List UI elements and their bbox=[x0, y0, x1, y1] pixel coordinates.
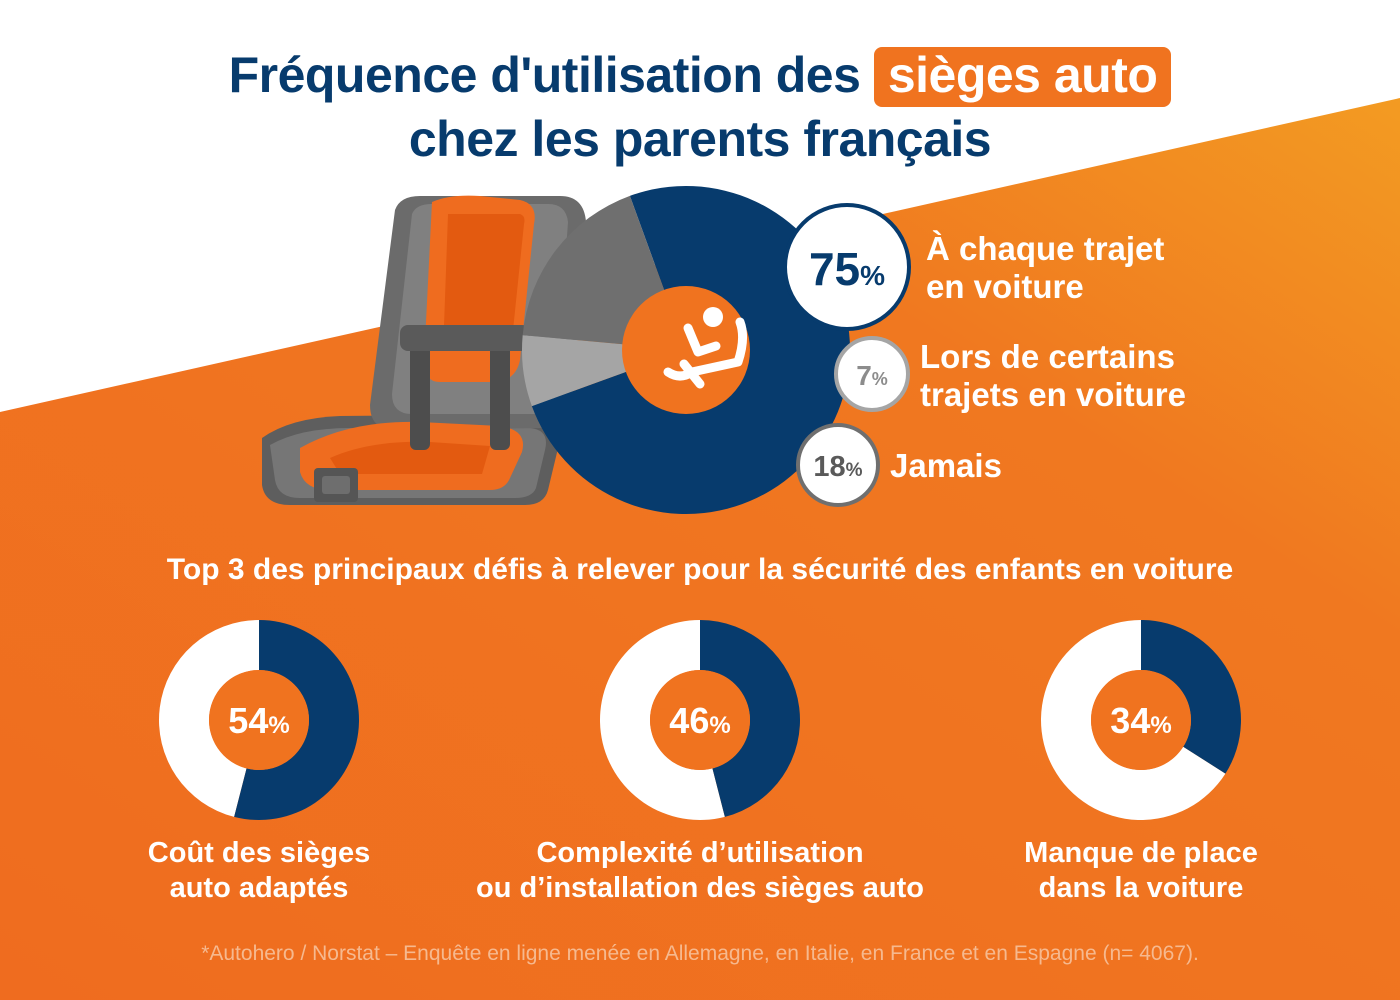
challenge-center-0: 54% bbox=[209, 670, 309, 770]
seated-person-icon bbox=[663, 307, 748, 389]
challenge-label-0: Coût des sièges auto adaptés bbox=[29, 836, 489, 906]
footnote: *Autohero / Norstat – Enquête en ligne m… bbox=[201, 942, 1199, 965]
challenge-label-0-line2: auto adaptés bbox=[169, 872, 349, 904]
challenge-label-0-line1: Coût des sièges bbox=[147, 837, 371, 869]
donut-slice-0 bbox=[531, 186, 850, 515]
legend-value-2: 18 bbox=[813, 451, 845, 483]
challenge-center-2: 34% bbox=[1091, 670, 1191, 770]
donut-center bbox=[622, 286, 750, 414]
challenge-label-1-line1: Complexité d’utilisation bbox=[536, 837, 864, 869]
legend-label-0-line2: en voiture bbox=[926, 268, 1084, 305]
donut-slice-2 bbox=[522, 195, 665, 345]
challenge-donut-slice-0 bbox=[234, 620, 359, 820]
title-text: Fréquence d'utilisation des bbox=[228, 47, 874, 103]
challenge-center-1: 46% bbox=[650, 670, 750, 770]
svg-text:54%: 54% bbox=[228, 700, 289, 741]
legend-percent-2: % bbox=[846, 460, 863, 481]
title-line-1: Fréquence d'utilisation des sièges auto bbox=[0, 46, 1400, 107]
svg-text:75%: 75% bbox=[809, 243, 885, 295]
legend-value-1: 7 bbox=[856, 360, 872, 391]
legend-label-0-line1: À chaque trajet bbox=[926, 230, 1165, 267]
svg-text:7%: 7% bbox=[856, 360, 888, 391]
title-line-2: chez les parents français bbox=[408, 111, 992, 167]
legend-bubble-0: 75% bbox=[783, 203, 911, 331]
svg-text:46%: 46% bbox=[669, 700, 730, 741]
challenge-value-2: 34 bbox=[1110, 700, 1150, 741]
challenge-donut-rest-1 bbox=[599, 620, 725, 821]
challenge-donut-slice-1 bbox=[700, 620, 800, 817]
challenge-label-2-line1: Manque de place bbox=[1024, 837, 1258, 869]
challenge-value-1: 46 bbox=[669, 700, 709, 741]
challenge-label-1-line2: ou d’installation des sièges auto bbox=[476, 872, 924, 904]
challenge-label-2: Manque de place dans la voiture bbox=[911, 836, 1371, 906]
challenge-percent-1: % bbox=[709, 712, 730, 739]
challenge-donut-rest-0 bbox=[159, 620, 259, 817]
legend-value-0: 75 bbox=[809, 243, 860, 295]
challenges-donuts bbox=[159, 620, 1241, 821]
legend-bubble-1: 7% bbox=[834, 336, 910, 412]
legend-label-0: À chaque trajet en voiture bbox=[926, 230, 1164, 306]
legend-bubble-2: 18% bbox=[796, 423, 880, 507]
background-orange-band bbox=[0, 98, 1400, 1000]
title-highlight: sièges auto bbox=[873, 47, 1172, 107]
legend-percent-0: % bbox=[860, 260, 885, 291]
challenge-label-1: Complexité d’utilisation ou d’installati… bbox=[470, 836, 930, 906]
challenge-donut-rest-2 bbox=[1041, 620, 1226, 820]
svg-text:18%: 18% bbox=[813, 451, 862, 483]
legend-percent-1: % bbox=[872, 369, 888, 389]
donut-slice-1 bbox=[522, 335, 628, 407]
challenges-subtitle: Top 3 des principaux défis à relever pou… bbox=[166, 553, 1234, 586]
legend-label-1-line2: trajets en voiture bbox=[920, 376, 1186, 413]
challenge-percent-0: % bbox=[268, 712, 289, 739]
svg-text:34%: 34% bbox=[1110, 700, 1171, 741]
challenge-percent-2: % bbox=[1150, 712, 1171, 739]
legend-label-2: Jamais bbox=[890, 447, 1002, 484]
legend-label-1: Lors de certains trajets en voiture bbox=[920, 338, 1186, 414]
challenge-value-0: 54 bbox=[228, 700, 268, 741]
usage-donut bbox=[522, 186, 850, 515]
challenge-label-2-line2: dans la voiture bbox=[1038, 872, 1244, 904]
challenge-donut-slice-2 bbox=[1141, 620, 1241, 774]
legend-label-1-line1: Lors de certains bbox=[920, 338, 1175, 375]
